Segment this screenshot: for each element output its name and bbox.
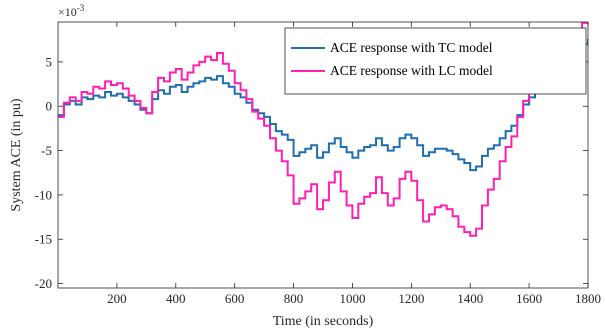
y-axis: -20 -15 -10 -5 0 5	[35, 54, 588, 291]
x-tick-label: 1800	[575, 291, 601, 306]
x-tick-label: 1200	[398, 291, 424, 306]
legend: ACE response with TC model ACE response …	[284, 27, 587, 95]
x-tick-label: 1400	[457, 291, 483, 306]
y-exponent-base: ×10	[58, 5, 77, 19]
x-tick-label: 200	[107, 291, 127, 306]
y-exponent-label: ×10-3	[58, 3, 85, 19]
y-tick-label: 5	[46, 54, 53, 69]
x-tick-label: 800	[284, 291, 304, 306]
legend-label-tc: ACE response with TC model	[330, 40, 493, 55]
y-tick-label: -10	[35, 187, 52, 202]
plot-frame	[57, 21, 589, 289]
x-tick-label: 1000	[339, 291, 365, 306]
x-axis: 200 400 600 800 1000 1200 1400 1600 1800	[107, 22, 601, 306]
y-tick-label: -20	[35, 276, 52, 291]
y-tick-label: -15	[35, 232, 52, 247]
legend-box	[284, 27, 587, 95]
x-tick-label: 600	[225, 291, 245, 306]
x-tick-label: 1600	[516, 291, 542, 306]
y-axis-label: System ACE (in pu)	[9, 98, 24, 212]
legend-label-lc: ACE response with LC model	[330, 63, 493, 78]
x-tick-label: 400	[166, 291, 186, 306]
y-tick-label: -5	[41, 143, 52, 158]
y-exponent-power: -3	[77, 3, 85, 13]
series-line-lc	[58, 22, 588, 237]
x-axis-label: Time (in seconds)	[273, 314, 374, 329]
y-tick-label: 0	[46, 99, 53, 114]
series-layer	[58, 22, 588, 237]
